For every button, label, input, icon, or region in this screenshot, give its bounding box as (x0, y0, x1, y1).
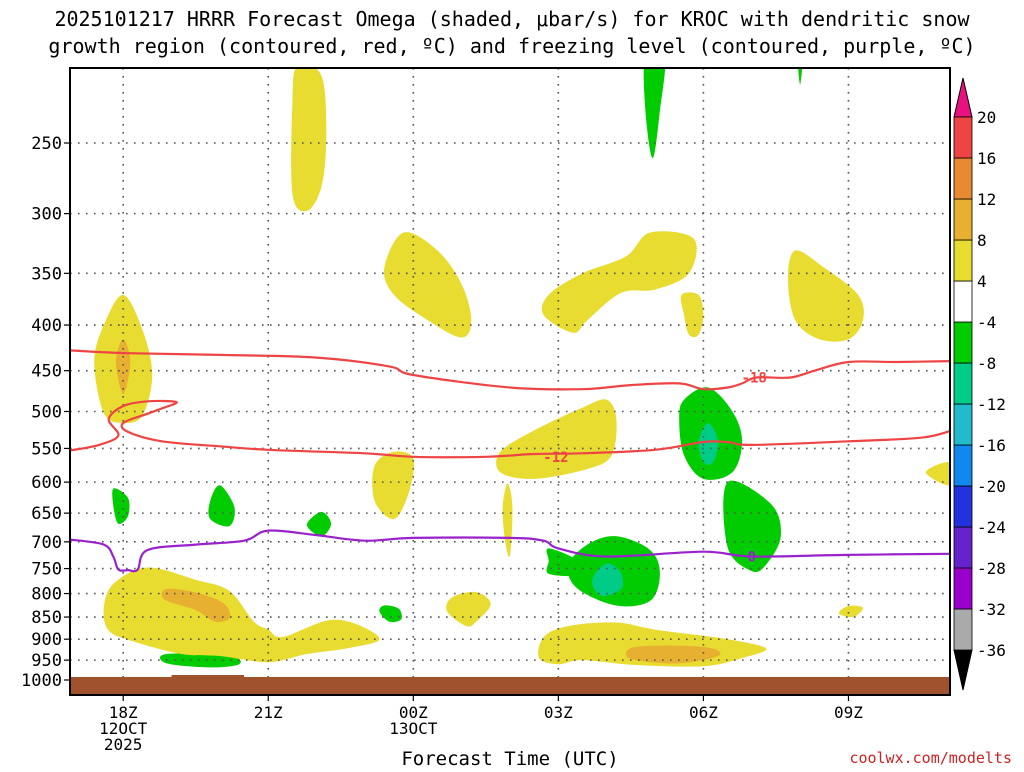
omega-region-5 (680, 292, 704, 338)
colorbar-segment-9 (953, 239, 973, 282)
y-tick-label-700: 700 (31, 533, 62, 553)
x-tick-label-18-1: 18Z (109, 703, 138, 722)
omega-region-18 (592, 563, 624, 597)
x-tick-label-24-2: 13OCT (389, 719, 438, 738)
omega-region-11 (306, 511, 332, 537)
colorbar-segment-12 (953, 116, 973, 159)
omega-region-27 (925, 461, 950, 486)
colorbar-segment-0 (953, 608, 973, 651)
colorbar-segment-2 (953, 526, 973, 569)
dsr-contour-0-label: -18 (742, 371, 767, 387)
colorbar: -36 -32 -28 -24 -20 -16 -12 -8 -4 4 8 12 16 20 (953, 77, 1006, 691)
y-tick-label-900: 900 (31, 630, 62, 650)
colorbar-segment-4 (953, 444, 973, 487)
colorbar-segment-11 (953, 157, 973, 200)
colorbar-label-8: -4 (977, 313, 996, 332)
y-tick-label-550: 550 (31, 439, 62, 459)
y-axis-ticks: 2503003504004505005506006507007508008509… (21, 134, 70, 691)
x-tick-label-21-1: 21Z (254, 703, 283, 722)
dsr-contour-0-line (70, 349, 950, 391)
omega-region-10 (208, 485, 235, 527)
plot-area: -18 -12 0 (70, 68, 950, 695)
colorbar-segment-10 (953, 198, 973, 241)
x-axis-label: Forecast Time (UTC) (401, 748, 618, 768)
omega-shaded-regions (94, 68, 950, 668)
omega-region-8 (372, 451, 415, 520)
omega-region-22 (161, 588, 231, 623)
y-tick-label-450: 450 (31, 362, 62, 382)
x-tick-label-18-3: 2025 (104, 735, 143, 754)
omega-region-23 (446, 591, 491, 627)
omega-region-28 (643, 68, 666, 159)
y-tick-label-800: 800 (31, 585, 62, 605)
y-tick-label-950: 950 (31, 651, 62, 671)
contour-lines: -18 -12 0 (70, 349, 950, 573)
ground-fill (70, 675, 950, 695)
colorbar-label-11: 12 (977, 190, 996, 209)
y-tick-label-250: 250 (31, 134, 62, 154)
colorbar-segment-7 (953, 321, 973, 364)
y-tick-label-850: 850 (31, 608, 62, 628)
omega-region-7 (496, 399, 617, 479)
colorbar-segment-1 (953, 567, 973, 610)
plot-frame (69, 67, 951, 696)
credit-link[interactable]: coolwx.com/modelts (849, 749, 1012, 767)
colorbar-label-6: -12 (977, 395, 1006, 414)
grid-lines (70, 68, 950, 695)
x-tick-label-18-2: 12OCT (99, 719, 148, 738)
y-tick-label-400: 400 (31, 316, 62, 336)
colorbar-segment-6 (953, 362, 973, 405)
x-tick-label-27-1: 03Z (544, 703, 573, 722)
omega-region-13 (723, 480, 781, 573)
y-tick-label-500: 500 (31, 403, 62, 423)
colorbar-label-4: -20 (977, 477, 1006, 496)
omega-region-9 (112, 488, 130, 524)
colorbar-label-12: 16 (977, 149, 996, 168)
omega-region-2 (291, 68, 327, 212)
ground-layer (70, 675, 950, 695)
y-tick-label-750: 750 (31, 560, 62, 580)
colorbar-label-1: -32 (977, 600, 1006, 619)
colorbar-label-13: 20 (977, 108, 996, 127)
colorbar-label-10: 8 (977, 231, 987, 250)
colorbar-label-7: -8 (977, 354, 996, 373)
colorbar-segment-3 (953, 485, 973, 528)
omega-region-20 (160, 653, 241, 668)
dsr-contour-1-label: -12 (543, 450, 568, 466)
omega-region-15 (698, 423, 719, 465)
colorbar-segment-5 (953, 403, 973, 446)
freezing-contour-line (70, 529, 950, 573)
x-tick-label-24-1: 00Z (399, 703, 428, 722)
omega-region-4 (541, 231, 697, 333)
omega-region-3 (383, 232, 472, 338)
chart-title-line1: 2025101217 HRRR Forecast Omega (shaded, … (54, 7, 970, 31)
y-tick-label-1000: 1000 (21, 671, 62, 691)
y-tick-label-600: 600 (31, 473, 62, 493)
colorbar-label-3: -24 (977, 518, 1006, 537)
colorbar-segment-8 (953, 280, 973, 323)
y-tick-label-300: 300 (31, 205, 62, 225)
y-tick-label-650: 650 (31, 504, 62, 524)
omega-region-19 (379, 605, 402, 623)
omega-region-25 (626, 645, 721, 664)
x-tick-label-30-1: 06Z (689, 703, 718, 722)
colorbar-label-0: -36 (977, 641, 1006, 660)
colorbar-label-2: -28 (977, 559, 1006, 578)
omega-region-26 (838, 605, 864, 618)
colorbar-label-5: -16 (977, 436, 1006, 455)
y-tick-label-350: 350 (31, 264, 62, 284)
x-tick-label-33-1: 09Z (834, 703, 863, 722)
chart-title-line2: growth region (contoured, red, ºC) and f… (48, 34, 975, 58)
dsr-contour-1-line (70, 399, 950, 459)
freezing-contour-label: 0 (748, 549, 756, 565)
omega-region-29 (798, 68, 803, 85)
colorbar-label-9: 4 (977, 272, 987, 291)
